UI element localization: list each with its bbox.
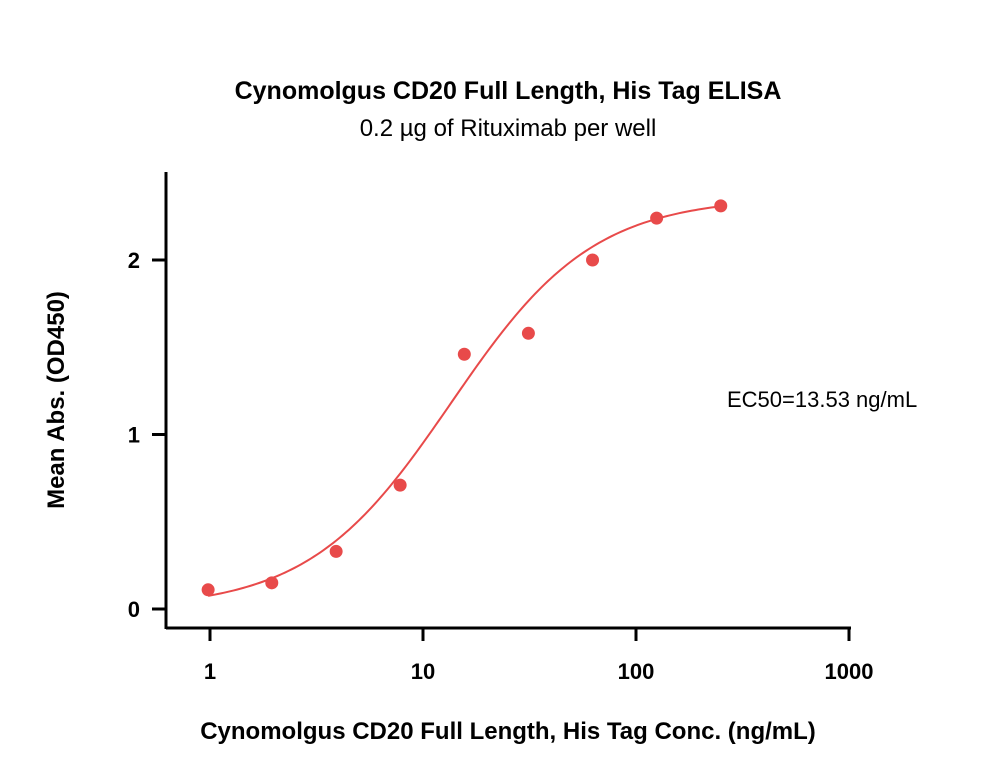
data-points <box>201 199 728 597</box>
data-point <box>586 253 600 267</box>
x-tick-label: 10 <box>411 659 435 684</box>
x-axis-title: Cynomolgus CD20 Full Length, His Tag Con… <box>200 718 816 745</box>
data-point <box>201 583 215 597</box>
y-tick-label: 2 <box>128 248 140 273</box>
data-point <box>329 544 343 558</box>
data-point <box>457 347 471 361</box>
x-tick-label: 100 <box>618 659 655 684</box>
chart-title: Cynomolgus CD20 Full Length, His Tag ELI… <box>235 77 782 105</box>
x-tick-label: 1 <box>204 659 216 684</box>
data-point <box>393 478 407 492</box>
x-tick-label: 1000 <box>825 659 874 684</box>
y-tick-label: 1 <box>128 423 140 448</box>
data-point <box>650 211 664 225</box>
data-point <box>265 576 279 590</box>
data-point <box>714 199 728 213</box>
y-ticks: 0 1 2 <box>128 248 166 622</box>
y-tick-label: 0 <box>128 597 140 622</box>
fit-curve <box>207 205 721 597</box>
y-axis-title: Mean Abs. (OD450) <box>43 291 70 509</box>
data-point <box>521 326 535 340</box>
chart-subtitle: 0.2 µg of Rituximab per well <box>360 115 657 142</box>
axes <box>164 172 851 630</box>
x-ticks: 1 10 100 1000 <box>204 628 874 684</box>
ec50-annotation: EC50=13.53 ng/mL <box>727 387 917 412</box>
